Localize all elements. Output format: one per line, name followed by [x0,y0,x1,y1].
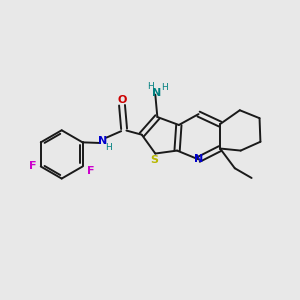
Text: H: H [148,82,154,91]
Text: O: O [117,95,127,105]
Text: H: H [105,142,112,152]
Text: F: F [87,166,94,176]
Text: N: N [152,88,161,98]
Text: N: N [98,136,107,146]
Text: N: N [194,154,203,164]
Text: S: S [150,155,158,165]
Text: F: F [29,161,36,172]
Text: H: H [161,83,167,92]
